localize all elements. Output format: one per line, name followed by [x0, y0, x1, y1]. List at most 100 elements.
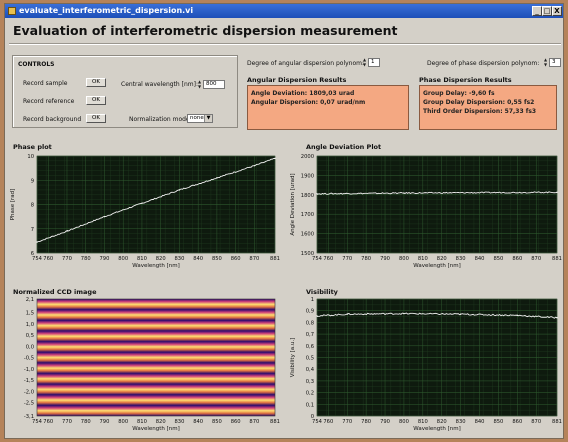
phase-degree-input[interactable]: 3 — [549, 58, 561, 67]
y-tick-label: 0,1 — [306, 402, 314, 408]
close-button[interactable]: X — [552, 6, 562, 16]
x-tick-label: 840 — [475, 256, 485, 262]
x-tick-label: 790 — [380, 256, 390, 262]
central-wavelength-spinner[interactable]: ▲ ▼ — [197, 79, 202, 89]
x-tick-label: 820 — [156, 256, 166, 262]
x-tick-label: 830 — [456, 419, 466, 425]
data-point — [141, 202, 143, 204]
y-tick-label: -2,5 — [24, 401, 34, 407]
x-tick-label: 870 — [531, 256, 541, 262]
record-sample-label: Record sample — [23, 80, 68, 87]
tod-result: Third Order Dispersion: 57,33 fs3 — [423, 108, 537, 115]
title-bar[interactable]: evaluate_interferometric_dispersion.vi _… — [5, 4, 563, 18]
angular-degree-label: Degree of angular dispersion polynom: — [247, 60, 365, 67]
x-tick-label: 780 — [361, 419, 371, 425]
group-delay-result: Group Delay: -9,60 fs — [423, 90, 495, 97]
ccd-image-plot: 754 760 770 780 790 800 810 820 830 840 850 860 870 8… — [24, 297, 280, 432]
x-tick-label: 800 — [399, 256, 409, 262]
y-tick-label: 10 — [27, 154, 34, 160]
x-tick-label: 800 — [118, 256, 128, 262]
x-axis-label: Wavelength [nm] — [413, 263, 461, 269]
visibility-plot-title: Visibility — [306, 288, 338, 296]
controls-panel: CONTROLS Record sample OK Record referen… — [12, 55, 238, 128]
y-tick-label: 0,5 — [26, 333, 34, 339]
y-tick-label: 0,8 — [306, 320, 314, 326]
data-point — [516, 314, 519, 317]
x-tick-label: 820 — [437, 419, 447, 425]
y-axis-label: Angle Deviation [urad] — [290, 173, 296, 235]
record-background-label: Record background — [23, 116, 82, 123]
phase-degree-spinner[interactable]: ▲ ▼ — [543, 57, 548, 67]
y-tick-label: 1,5 — [26, 311, 34, 317]
x-tick-label: 790 — [100, 419, 110, 425]
record-background-ok-button[interactable]: OK — [86, 114, 106, 123]
x-tick-label: 870 — [531, 419, 541, 425]
angular-degree-spinner[interactable]: ▲ ▼ — [362, 57, 367, 67]
y-tick-label: 0,6 — [306, 344, 314, 350]
main-window: evaluate_interferometric_dispersion.vi _… — [4, 3, 564, 439]
data-point — [316, 193, 318, 195]
x-tick-label: 760 — [43, 256, 53, 262]
y-axis-label: Visibility [a.u.] — [290, 338, 296, 377]
page-title: Evaluation of interferometric dispersion… — [13, 23, 398, 38]
record-sample-ok-button[interactable]: OK — [86, 78, 106, 87]
x-tick-label: 754 — [312, 419, 323, 425]
phase-results-title: Phase Dispersion Results — [419, 76, 512, 84]
data-point — [274, 157, 276, 160]
phase-degree-label: Degree of phase dispersion polynom: — [427, 60, 540, 67]
record-reference-ok-button[interactable]: OK — [86, 96, 106, 105]
x-tick-label: 760 — [323, 419, 333, 425]
data-point — [459, 313, 462, 315]
series-line-0 — [316, 191, 558, 195]
x-tick-label: 881 — [552, 256, 562, 262]
y-tick-label: 1 — [311, 297, 314, 303]
data-point — [556, 317, 558, 319]
x-tick-label: 881 — [552, 419, 562, 425]
x-tick-label: 850 — [212, 256, 222, 262]
record-reference-label: Record reference — [23, 98, 75, 105]
normalization-mode-label: Normalization mode — [129, 116, 190, 123]
vi-icon — [8, 7, 16, 15]
x-tick-label: 881 — [270, 419, 280, 425]
y-tick-label: 0,0 — [26, 344, 34, 350]
central-wavelength-input[interactable]: 800 — [203, 80, 225, 89]
chevron-down-icon[interactable]: ▼ — [204, 115, 212, 122]
x-tick-label: 780 — [361, 256, 371, 262]
x-tick-label: 820 — [437, 256, 447, 262]
y-tick-label: -3,1 — [24, 414, 34, 420]
normalization-mode-select[interactable]: none ▼ — [187, 114, 213, 123]
x-tick-label: 810 — [137, 256, 147, 262]
x-tick-label: 860 — [512, 419, 522, 425]
angular-results-box: Angle Deviation: 1809,03 urad Angular Di… — [247, 85, 409, 130]
angular-results-title: Angular Dispersion Results — [247, 76, 347, 84]
y-axis-label: Phase [rad] — [10, 189, 16, 221]
x-axis-label: Wavelength [nm] — [132, 263, 180, 269]
x-tick-label: 860 — [231, 419, 241, 425]
data-point — [36, 241, 38, 243]
x-tick-label: 790 — [100, 256, 110, 262]
x-tick-label: 760 — [43, 419, 53, 425]
x-tick-label: 870 — [249, 256, 259, 262]
x-tick-label: 830 — [456, 256, 466, 262]
data-point — [403, 192, 405, 194]
x-tick-label: 770 — [342, 419, 352, 425]
window-title: evaluate_interferometric_dispersion.vi — [19, 6, 194, 15]
y-tick-label: 1500 — [301, 251, 314, 257]
y-tick-label: 9 — [31, 178, 34, 184]
minimize-button[interactable]: _ — [532, 6, 542, 16]
angular-degree-input[interactable]: 1 — [368, 58, 380, 67]
maximize-button[interactable]: □ — [542, 6, 552, 16]
y-tick-label: 1600 — [301, 232, 314, 238]
ccd-image — [36, 298, 276, 417]
x-tick-label: 860 — [512, 256, 522, 262]
x-tick-label: 850 — [212, 419, 222, 425]
x-tick-label: 820 — [156, 419, 166, 425]
data-point — [103, 215, 106, 218]
x-tick-label: 881 — [270, 256, 280, 262]
x-tick-label: 830 — [174, 256, 184, 262]
x-tick-label: 840 — [193, 256, 203, 262]
x-axis-label: Wavelength [nm] — [132, 426, 180, 432]
y-tick-label: 0,2 — [306, 391, 314, 397]
x-tick-label: 770 — [62, 256, 72, 262]
x-tick-label: 800 — [118, 419, 128, 425]
